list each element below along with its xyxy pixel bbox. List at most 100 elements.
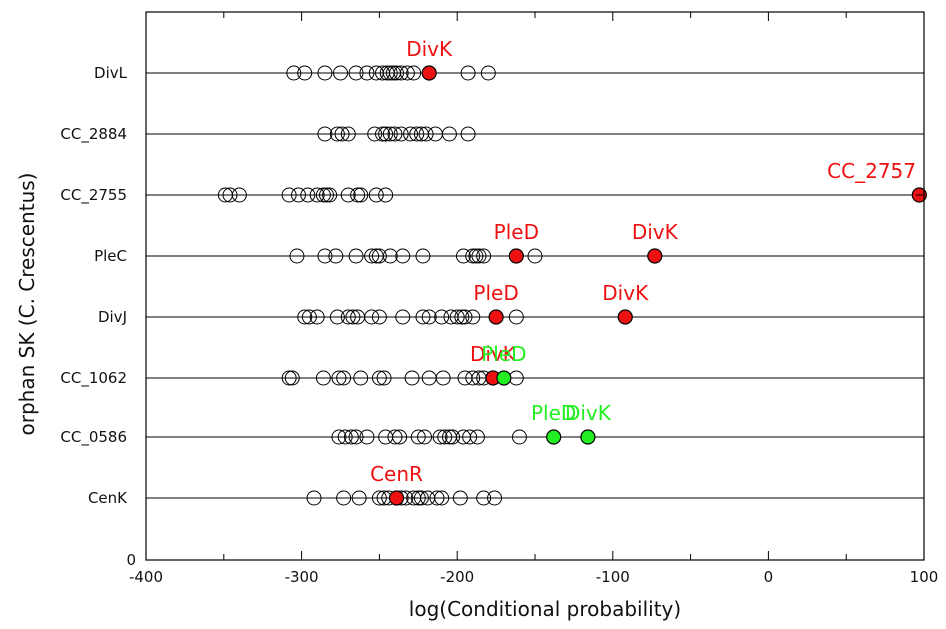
data-point (382, 248, 398, 264)
data-point (410, 490, 426, 506)
data-point (348, 65, 364, 81)
data-point (462, 429, 478, 445)
highlight-label: PleD (494, 220, 539, 244)
data-point (340, 126, 356, 142)
data-point (375, 126, 391, 142)
data-point (476, 248, 492, 264)
data-point (309, 309, 325, 325)
data-point (350, 187, 366, 203)
data-point (404, 370, 420, 386)
x-tick-label: 0 (764, 568, 774, 586)
data-point (382, 126, 398, 142)
data-point (309, 187, 325, 203)
highlight-label: DivK (470, 342, 517, 366)
data-point (322, 187, 338, 203)
y-tick-label: 0 (126, 551, 136, 569)
row-lines (146, 72, 924, 499)
data-point (353, 370, 369, 386)
data-point (468, 248, 484, 264)
highlight-label: CC_2757 (827, 159, 916, 183)
highlight-point (508, 248, 524, 264)
data-point (378, 126, 394, 142)
data-point (297, 65, 313, 81)
y-axis-title: orphan SK (C. Crescentus) (15, 173, 39, 436)
data-point (471, 248, 487, 264)
x-tick-label: -200 (440, 568, 474, 586)
data-point (393, 65, 409, 81)
data-point (300, 187, 316, 203)
highlight-label: DivK (602, 281, 649, 305)
data-point (469, 429, 485, 445)
x-tick-label: -300 (285, 568, 319, 586)
data-point (281, 187, 297, 203)
data-point (371, 490, 387, 506)
data-point (351, 490, 367, 506)
data-point (441, 126, 457, 142)
data-point (457, 309, 473, 325)
data-point (393, 126, 409, 142)
data-point (382, 65, 398, 81)
data-point (399, 65, 415, 81)
data-point (340, 187, 356, 203)
data-point (413, 490, 429, 506)
data-point (415, 248, 431, 264)
data-point (389, 65, 405, 81)
data-point (284, 370, 300, 386)
data-point (480, 65, 496, 81)
data-point (231, 187, 247, 203)
data-point (290, 187, 306, 203)
highlight-label: PleD (481, 342, 526, 366)
data-point (460, 65, 476, 81)
data-point (476, 490, 492, 506)
data-point (364, 248, 380, 264)
data-point (364, 309, 380, 325)
data-point (222, 187, 238, 203)
data-point (527, 248, 543, 264)
y-tick-label: PleC (94, 247, 127, 265)
data-point (331, 370, 347, 386)
data-point (449, 309, 465, 325)
y-tick-label: CC_2755 (60, 186, 127, 205)
y-tick-label: DivL (94, 64, 128, 82)
data-point (345, 309, 361, 325)
data-point (336, 490, 352, 506)
highlight-point (421, 65, 437, 81)
highlight-label: PleD (531, 401, 576, 425)
axis-ticks (145, 12, 925, 561)
data-point (452, 490, 468, 506)
y-tick-label: CC_2884 (60, 125, 127, 144)
data-point (403, 126, 419, 142)
data-point (306, 490, 322, 506)
data-point (318, 187, 334, 203)
data-point (465, 370, 481, 386)
tick-labels: DivL CC_2884 CC_2755 PleC DivJ CC_1062 CC_0586… (60, 64, 938, 586)
data-point (359, 65, 375, 81)
data-point (465, 248, 481, 264)
data-point (376, 370, 392, 386)
data-point (434, 490, 450, 506)
data-point (429, 490, 445, 506)
x-tick-label: -100 (596, 568, 630, 586)
data-point (409, 126, 425, 142)
data-point (301, 309, 317, 325)
x-tick-label: 100 (910, 568, 939, 586)
data-point (445, 429, 461, 445)
data-point (406, 65, 422, 81)
data-point (454, 309, 470, 325)
data-point (367, 126, 383, 142)
data-point (297, 309, 313, 325)
highlight-label: CenR (370, 462, 423, 486)
data-point (421, 309, 437, 325)
data-point (348, 429, 364, 445)
highlight-point (488, 309, 504, 325)
data-point (418, 126, 434, 142)
data-point (317, 248, 333, 264)
data-point (511, 429, 527, 445)
y-tick-label: DivJ (98, 308, 127, 326)
data-point (417, 429, 433, 445)
highlight-point (647, 248, 663, 264)
data-point (315, 370, 331, 386)
y-tick-label: CC_1062 (60, 369, 127, 388)
data-point (460, 126, 476, 142)
